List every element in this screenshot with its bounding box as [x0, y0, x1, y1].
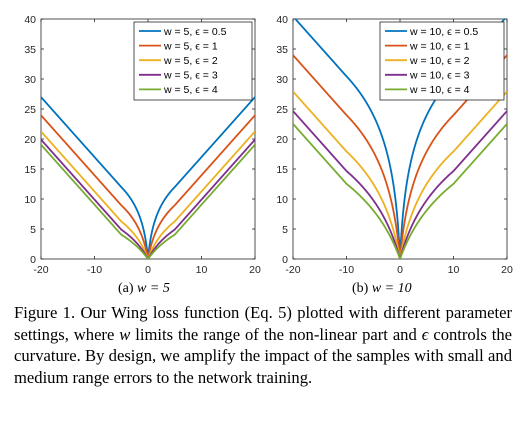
x-tick-label: 0 — [397, 264, 403, 276]
caption-part3: controls the curvature. By design, we am… — [14, 324, 513, 387]
caption-var-w: w — [119, 324, 131, 344]
x-tick-label: -10 — [87, 264, 102, 276]
series-line-5 — [41, 144, 255, 259]
y-tick-label: 30 — [24, 74, 36, 86]
y-tick-label: 30 — [276, 74, 288, 86]
x-tick-label: 0 — [145, 264, 151, 276]
x-tick-label: -20 — [33, 264, 48, 276]
caption-part1: Figure 1. Our Wing loss function (Eq. 5)… — [14, 303, 512, 344]
x-tick-label: 20 — [501, 264, 513, 276]
y-tick-label: 15 — [24, 164, 36, 176]
caption-part2: limits the range of the non-linear part … — [130, 324, 422, 344]
legend: w = 10, ϵ = 0.5 w = 10, ϵ = 1 w = 10, ϵ = … — [379, 21, 505, 101]
x-tick-label: -20 — [285, 264, 300, 276]
series-line-1 — [41, 96, 255, 259]
x-tick-label: 10 — [448, 264, 460, 276]
y-tick-label: 40 — [24, 14, 36, 26]
series-line-3 — [41, 130, 255, 259]
x-tick-label: 20 — [249, 264, 261, 276]
legend-label-1: w = 10, ϵ = 0.5 — [409, 26, 478, 38]
legend-label-5: w = 5, ϵ = 4 — [163, 84, 218, 96]
legend-label-2: w = 5, ϵ = 1 — [163, 40, 218, 52]
legend-label-1: w = 5, ϵ = 0.5 — [163, 26, 227, 38]
subcaption-b-math: w = 10 — [371, 281, 412, 296]
figure-caption: Figure 1. Our Wing loss function (Eq. 5)… — [14, 302, 512, 388]
y-tick-label: 35 — [24, 44, 36, 56]
legend-label-3: w = 5, ϵ = 2 — [163, 55, 218, 67]
subcaption-a-label: (a) — [118, 281, 138, 296]
y-tick-label: 25 — [24, 104, 36, 116]
subcaption-a-math: w = 5 — [137, 281, 170, 296]
y-tick-label: 5 — [30, 224, 36, 236]
y-tick-label: 0 — [30, 254, 36, 266]
subcaption-b: (b) w = 10 — [352, 281, 412, 297]
y-tick-label: 25 — [276, 104, 288, 116]
series-line-4 — [293, 110, 507, 259]
caption-var-eps: ϵ — [421, 324, 429, 344]
y-tick-label: 20 — [24, 134, 36, 146]
y-tick-label: 40 — [276, 14, 288, 26]
y-tick-label: 0 — [282, 254, 288, 266]
x-tick-label: -10 — [339, 264, 354, 276]
chart-b: 0 5 10 15 20 25 30 35 40 -20 -10 0 10 20 w = 10, ϵ = 0… — [276, 14, 513, 276]
legend-label-3: w = 10, ϵ = 2 — [409, 55, 470, 67]
legend-label-2: w = 10, ϵ = 1 — [409, 40, 470, 52]
chart-a: 0 5 10 15 20 25 30 35 40 -20 -10 0 10 20 w = 5, ϵ = 0.… — [24, 14, 261, 276]
legend: w = 5, ϵ = 0.5 w = 5, ϵ = 1 w = 5, ϵ = 2 w … — [133, 21, 253, 101]
series-group — [41, 96, 255, 259]
y-tick-label: 10 — [276, 194, 288, 206]
legend-label-5: w = 10, ϵ = 4 — [409, 84, 470, 96]
series-line-4 — [41, 138, 255, 259]
legend-label-4: w = 5, ϵ = 3 — [163, 70, 218, 82]
series-line-2 — [41, 114, 255, 259]
subcaption-b-label: (b) — [352, 281, 372, 296]
y-tick-label: 15 — [276, 164, 288, 176]
series-line-3 — [293, 90, 507, 259]
x-tick-label: 10 — [196, 264, 208, 276]
y-tick-label: 5 — [282, 224, 288, 236]
series-line-5 — [293, 123, 507, 259]
y-tick-label: 35 — [276, 44, 288, 56]
y-tick-label: 20 — [276, 134, 288, 146]
subcaption-a: (a) w = 5 — [118, 281, 170, 297]
legend-label-4: w = 10, ϵ = 3 — [409, 70, 470, 82]
y-tick-label: 10 — [24, 194, 36, 206]
